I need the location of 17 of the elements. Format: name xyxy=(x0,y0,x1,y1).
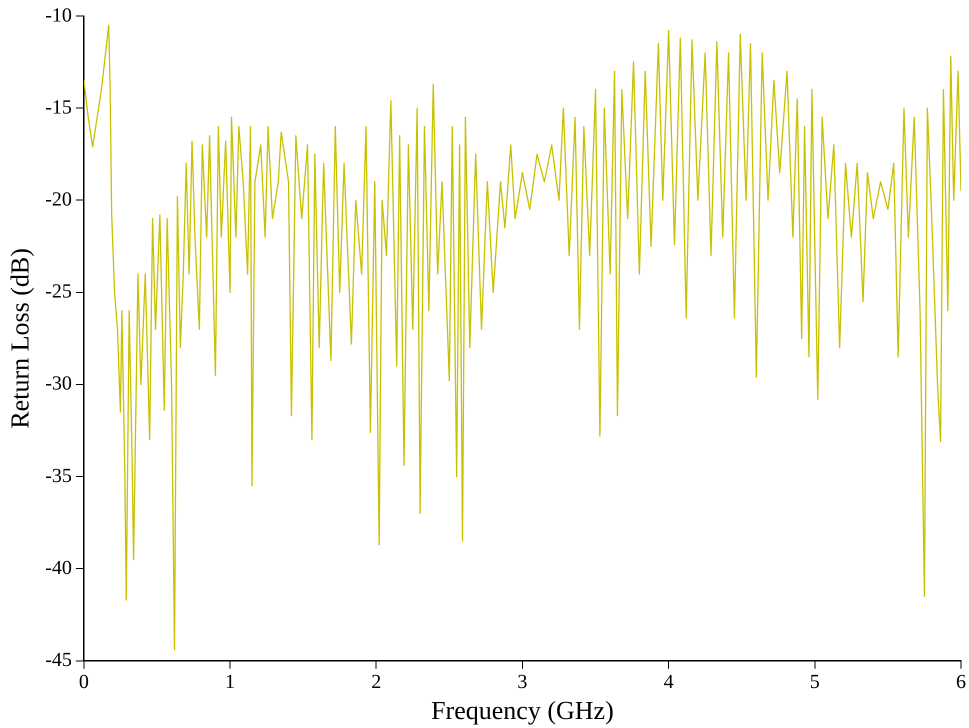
y-tick-label: -30 xyxy=(45,372,72,395)
x-tick-label: 4 xyxy=(664,671,674,694)
x-tick-label: 3 xyxy=(517,671,528,694)
y-axis-title: Return Loss (dB) xyxy=(5,248,34,429)
x-tick-label: 6 xyxy=(956,671,966,694)
x-tick-label: 2 xyxy=(371,671,382,694)
y-tick-label: -35 xyxy=(45,464,72,487)
y-tick-label: -40 xyxy=(45,556,72,579)
x-tick-label: 0 xyxy=(78,671,89,694)
x-axis-title: Frequency (GHz) xyxy=(431,696,614,726)
y-tick-label: -45 xyxy=(45,649,72,672)
x-tick-label: 5 xyxy=(810,671,820,694)
y-tick-label: -15 xyxy=(45,96,72,118)
y-tick-label: -10 xyxy=(45,4,72,26)
x-tick-label: 1 xyxy=(225,671,236,694)
y-tick-label: -20 xyxy=(45,188,72,210)
y-tick-label: -25 xyxy=(45,280,72,303)
